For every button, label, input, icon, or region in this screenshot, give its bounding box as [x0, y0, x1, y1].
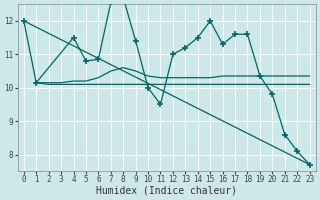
X-axis label: Humidex (Indice chaleur): Humidex (Indice chaleur)	[96, 186, 237, 196]
